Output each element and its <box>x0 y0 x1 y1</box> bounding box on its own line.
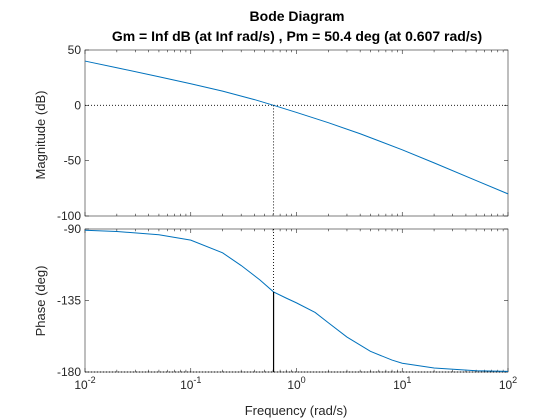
x-tick-exponent: 2 <box>512 375 517 385</box>
magnitude-axes: 50 0 -50 -100 <box>57 43 508 223</box>
x-tick-exponent: -1 <box>193 375 201 385</box>
x-tick-exponent: -2 <box>88 375 96 385</box>
magnitude-y-tick-label: -100 <box>57 209 81 223</box>
x-tick-exponent: 0 <box>301 375 306 385</box>
chart-title: Bode Diagram <box>250 8 345 24</box>
phase-y-tick-label: -135 <box>57 294 81 308</box>
phase-axes-box <box>85 229 508 372</box>
magnitude-axis-label: Magnitude (dB) <box>33 91 48 180</box>
magnitude-y-tick-label: -50 <box>64 154 82 168</box>
x-tick-exponent: 1 <box>406 375 411 385</box>
chart-subtitle: Gm = Inf dB (at Inf rad/s) , Pm = 50.4 d… <box>112 28 482 44</box>
magnitude-y-tick-label: 0 <box>74 98 81 112</box>
frequency-axis-label: Frequency (rad/s) <box>245 403 348 418</box>
phase-y-tick-label: -180 <box>57 365 81 379</box>
phase-axis-label: Phase (deg) <box>33 266 48 337</box>
magnitude-y-tick-label: 50 <box>68 43 82 57</box>
phase-y-tick-label: -90 <box>64 222 82 236</box>
